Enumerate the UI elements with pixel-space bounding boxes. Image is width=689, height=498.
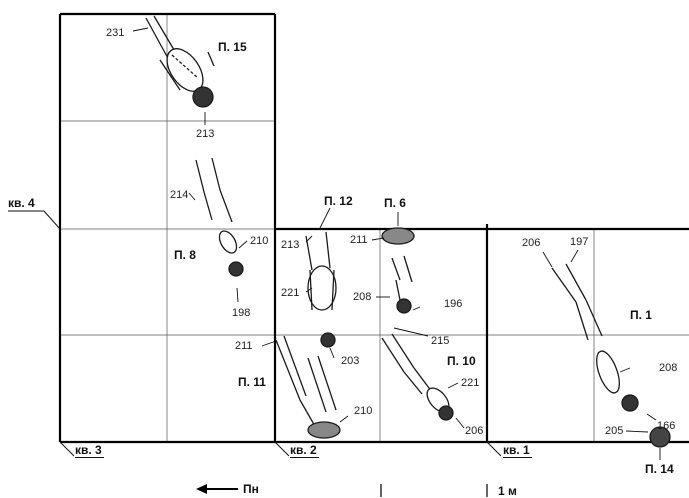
depth-label: 208 xyxy=(659,362,678,374)
skeleton-p12 xyxy=(305,231,337,348)
square-label-kv4: кв. 4 xyxy=(8,196,35,210)
burial-label-p14: П. 14 xyxy=(645,462,674,476)
depth-label: 214 xyxy=(170,189,189,201)
depth-label: 221 xyxy=(281,287,300,299)
square-label-kv1: кв. 1 xyxy=(503,443,532,458)
depth-label: 166 xyxy=(657,420,676,432)
burial-label-p10: П. 10 xyxy=(447,354,476,368)
depth-label: 206 xyxy=(522,237,541,249)
depth-label: 210 xyxy=(250,235,269,247)
excavation-grid xyxy=(60,14,689,442)
depth-label: 211 xyxy=(350,234,368,246)
skeleton-p15 xyxy=(145,15,215,108)
skull-p14 xyxy=(649,426,671,448)
skeleton-p11 xyxy=(275,335,341,439)
depth-label: 213 xyxy=(196,128,215,140)
depth-label: 197 xyxy=(570,236,589,248)
depth-label: 203 xyxy=(341,355,360,367)
burial-label-p12: П. 12 xyxy=(324,194,353,208)
burial-label-p8: П. 8 xyxy=(174,248,196,262)
burial-label-p11: П. 11 xyxy=(238,375,266,389)
depth-label: 221 xyxy=(461,377,480,389)
square-label-kv2: кв. 2 xyxy=(290,443,319,458)
north-label: Пн xyxy=(243,482,259,496)
depth-label: 210 xyxy=(354,405,373,417)
square-label-kv3: кв. 3 xyxy=(75,443,104,458)
depth-label: 231 xyxy=(106,27,125,39)
depth-label: 196 xyxy=(444,298,463,310)
depth-label: 206 xyxy=(465,425,484,437)
depth-leaders xyxy=(132,27,661,460)
depth-label: 198 xyxy=(232,307,251,319)
north-arrow-icon xyxy=(196,484,238,494)
depth-label: 205 xyxy=(605,425,624,437)
skeleton-p1 xyxy=(551,263,639,412)
depth-label: 211 xyxy=(235,340,253,352)
square-label-leaders xyxy=(8,210,502,457)
skeleton-p8 xyxy=(195,157,244,277)
depth-label: 215 xyxy=(431,335,450,347)
burial-label-p15: П. 15 xyxy=(218,40,247,54)
depth-label: 208 xyxy=(353,291,372,303)
scale-label: 1 м xyxy=(498,484,517,498)
scale-bar xyxy=(380,484,488,497)
skeleton-p10 xyxy=(381,333,454,421)
burial-label-p6: П. 6 xyxy=(384,196,406,210)
skeleton-p6 xyxy=(381,227,415,314)
trench-boundary xyxy=(58,12,689,444)
depth-label: 213 xyxy=(281,239,300,251)
burial-label-p1: П. 1 xyxy=(630,308,652,322)
